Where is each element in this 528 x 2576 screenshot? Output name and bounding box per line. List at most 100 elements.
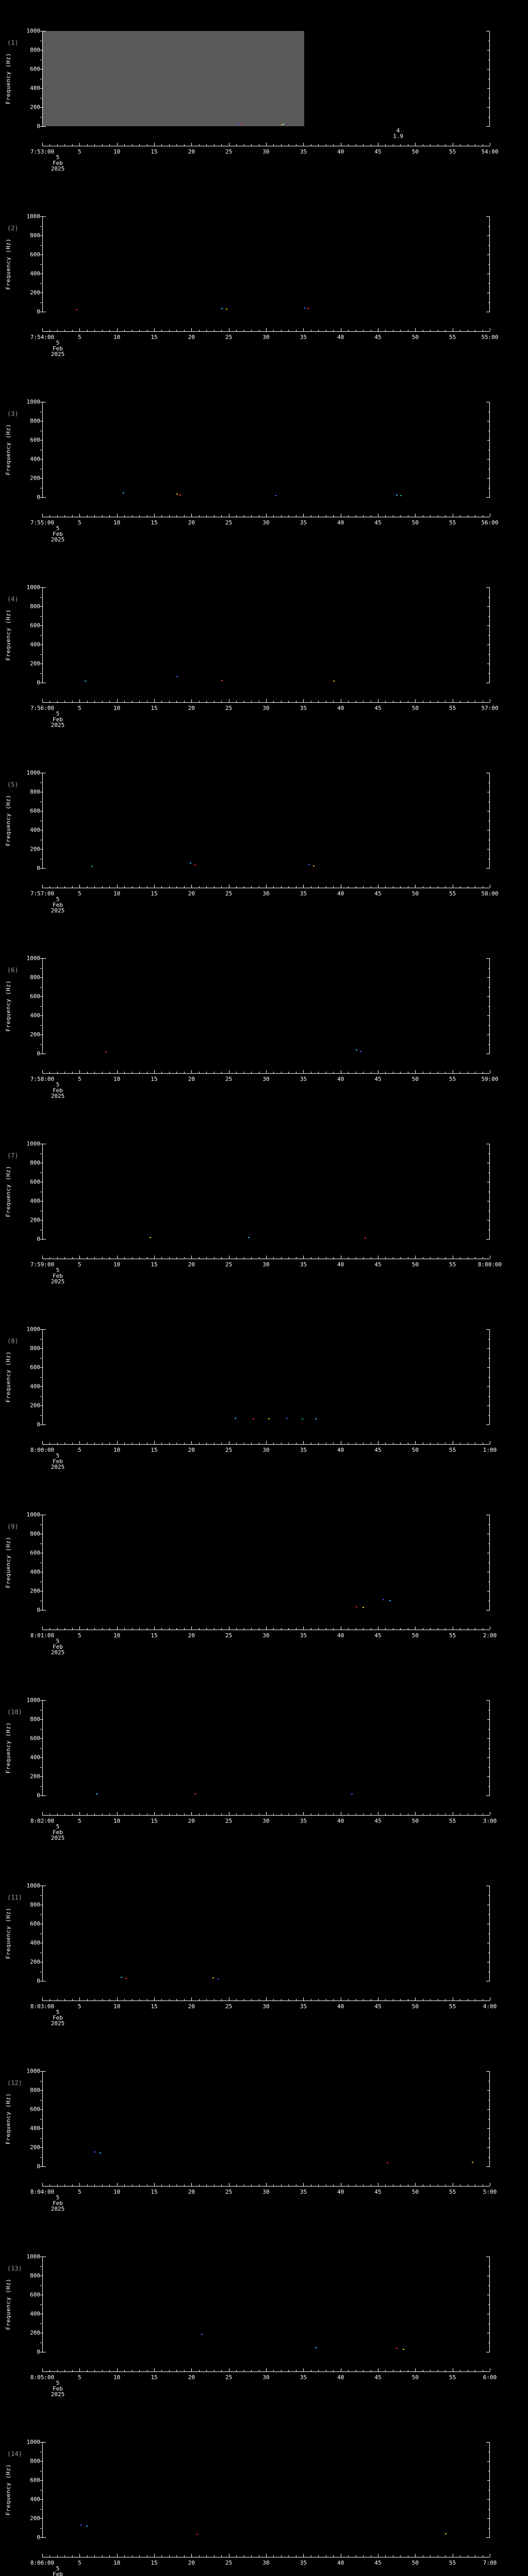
spine-cap (42, 958, 46, 959)
x-tick-label: 20 (188, 2003, 195, 2010)
y-minor-tick-right (488, 302, 490, 303)
x-tick-label: 25 (225, 705, 233, 711)
x-tick-label: 10 (113, 2003, 121, 2010)
x-tick-mark (191, 2554, 192, 2557)
y-tick-label: 400 (30, 1568, 40, 1575)
x-tick-mark (303, 885, 304, 888)
x-tick-mark (303, 1256, 304, 1259)
x-minor-tick (124, 1628, 125, 1630)
x-tick-label: 55 (449, 2560, 456, 2566)
x-tick-label: 25 (225, 1632, 233, 1639)
x-tick-label: 25 (225, 519, 233, 526)
x-minor-tick (400, 144, 401, 146)
detection-marker (282, 124, 284, 126)
x-tick-mark (415, 1997, 416, 2001)
x-minor-tick (445, 1999, 446, 2001)
right-spine (489, 216, 490, 312)
x-tick-label: 10 (113, 1076, 121, 1082)
x-minor-tick (57, 1628, 58, 1630)
x-tick-mark (154, 885, 155, 888)
detection-marker (86, 2526, 88, 2527)
y-tick-mark (40, 1757, 43, 1758)
y-tick-mark-right (487, 69, 490, 70)
x-minor-tick (124, 1814, 125, 1816)
x-minor-tick (251, 330, 252, 332)
x-minor-tick (57, 330, 58, 332)
x-minor-tick (385, 515, 386, 517)
x-minor-tick (57, 701, 58, 703)
x-tick-label: 5 (78, 2560, 81, 2566)
x-tick-mark (79, 328, 80, 331)
x-minor-tick (72, 1257, 73, 1259)
date-stack-line: 2025 (51, 2391, 65, 2398)
x-tick-label: 35 (300, 1076, 307, 1082)
detection-marker (402, 2349, 404, 2350)
date-stack-line: Feb (53, 160, 63, 166)
y-tick-mark (40, 2442, 43, 2443)
y-tick-label: 400 (30, 826, 40, 834)
x-minor-tick (87, 1628, 88, 1630)
plot-area-8 (42, 1329, 490, 1425)
right-spine (489, 2071, 490, 2166)
x-tick-mark (117, 1070, 118, 1073)
x-minor-tick (161, 515, 162, 517)
y-axis-label-text: Frequency (Hz) (5, 980, 12, 1032)
detection-marker (217, 1978, 219, 1979)
x-minor-tick (385, 2555, 386, 2557)
x-minor-tick (280, 1999, 282, 2001)
x-tick-mark (266, 1256, 267, 1259)
x-minor-tick (288, 1628, 289, 1630)
y-axis-label: Frequency (Hz) (4, 773, 12, 868)
y-tick-mark-right (487, 830, 490, 831)
x-minor-tick (348, 1072, 349, 1074)
x-minor-tick (64, 2555, 65, 2557)
x-tick-mark (117, 328, 118, 331)
y-tick-label: 0 (37, 679, 40, 686)
x-minor-tick (348, 1443, 349, 1445)
x-minor-tick (139, 2370, 140, 2372)
x-minor-tick (333, 1999, 334, 2001)
x-minor-tick (348, 515, 349, 517)
x-tick-mark (303, 2183, 304, 2186)
x-minor-tick (199, 2184, 200, 2187)
x-tick-label: 7:59:00 (30, 1261, 55, 1268)
y-tick-mark-right (487, 478, 490, 479)
x-tick-label: 3:00 (483, 1818, 497, 1824)
x-minor-tick (318, 1999, 319, 2001)
x-minor-tick (363, 2555, 364, 2557)
y-minor-tick (40, 1358, 42, 1359)
x-tick-mark (415, 699, 416, 702)
x-tick-mark (303, 328, 304, 331)
x-tick-label: 5 (78, 890, 81, 897)
x-minor-tick (206, 886, 207, 888)
x-tick-label: 40 (337, 334, 344, 341)
x-minor-tick (57, 1999, 58, 2001)
x-minor-tick (184, 701, 185, 703)
y-tick-mark (40, 2090, 43, 2091)
x-minor-tick (251, 1628, 252, 1630)
x-minor-tick (288, 2555, 289, 2557)
x-minor-tick (102, 330, 103, 332)
x-minor-tick (363, 1072, 364, 1074)
y-tick-label: 400 (30, 2310, 40, 2317)
x-tick-mark (79, 1626, 80, 1630)
spine-cap (42, 1329, 46, 1330)
detection-marker (190, 862, 192, 864)
y-minor-tick (40, 1044, 42, 1045)
x-minor-tick (251, 2184, 252, 2187)
x-tick-label: 50 (411, 1076, 419, 1082)
x-minor-tick (131, 2184, 133, 2187)
annotation-line-1: 4 (396, 127, 400, 134)
panel-1: (1) Frequency (Hz) 0 200 400 600 800 1000 7:53:0… (0, 20, 528, 205)
x-minor-tick (280, 2184, 282, 2187)
x-minor-tick (445, 1443, 446, 1445)
date-stack-line: 5 (56, 340, 60, 346)
y-tick-mark (40, 107, 43, 108)
detection-marker (307, 308, 309, 310)
x-tick-label: 55:00 (481, 334, 499, 341)
x-tick-label: 20 (188, 1818, 195, 1824)
x-minor-tick (124, 1072, 125, 1074)
x-minor-tick (273, 1072, 274, 1074)
